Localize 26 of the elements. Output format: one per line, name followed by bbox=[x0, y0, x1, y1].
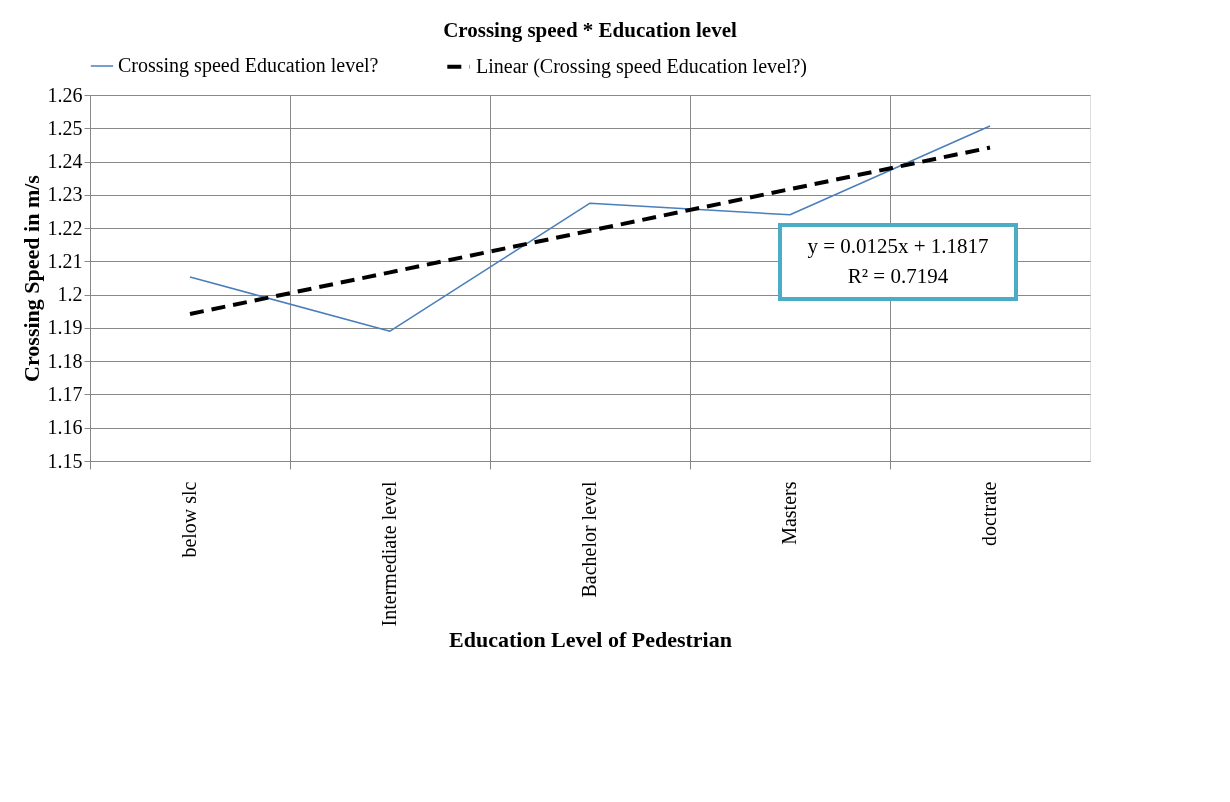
y-tick-label: 1.25 bbox=[47, 116, 83, 139]
legend-label: Crossing speed Education level? bbox=[118, 54, 379, 77]
y-tick-label: 1.21 bbox=[47, 249, 83, 272]
annotation: y = 0.0125x + 1.1817 bbox=[807, 234, 989, 258]
y-tick-label: 1.23 bbox=[47, 183, 83, 206]
chart-title: Crossing speed * Education level bbox=[443, 18, 737, 42]
x-tick-label: Masters bbox=[778, 481, 800, 545]
y-tick-label: 1.15 bbox=[47, 449, 83, 472]
x-tick-label: doctrate bbox=[978, 481, 1000, 546]
x-tick-label: Intermediate level bbox=[378, 481, 400, 627]
y-tick-label: 1.19 bbox=[47, 316, 83, 339]
y-tick-label: 1.26 bbox=[47, 83, 83, 106]
y-tick-label: 1.2 bbox=[57, 283, 83, 306]
y-axis-title: Crossing Speed in m/s bbox=[18, 174, 44, 382]
annotation: R² = 0.7194 bbox=[847, 264, 949, 288]
x-tick-label: below slc bbox=[178, 481, 200, 558]
x-tick-label: Bachelor level bbox=[578, 481, 600, 598]
y-tick-label: 1.16 bbox=[47, 416, 83, 439]
y-tick-label: 1.24 bbox=[47, 150, 83, 173]
line-series bbox=[189, 125, 991, 332]
y-tick-label: 1.22 bbox=[47, 216, 83, 239]
x-axis-title: Education Level of Pedestrian bbox=[449, 627, 732, 653]
y-tick-label: 1.18 bbox=[47, 349, 83, 372]
legend-label: Linear (Crossing speed Education level?) bbox=[476, 54, 807, 78]
line-series bbox=[188, 145, 992, 316]
y-tick-label: 1.17 bbox=[47, 382, 83, 405]
